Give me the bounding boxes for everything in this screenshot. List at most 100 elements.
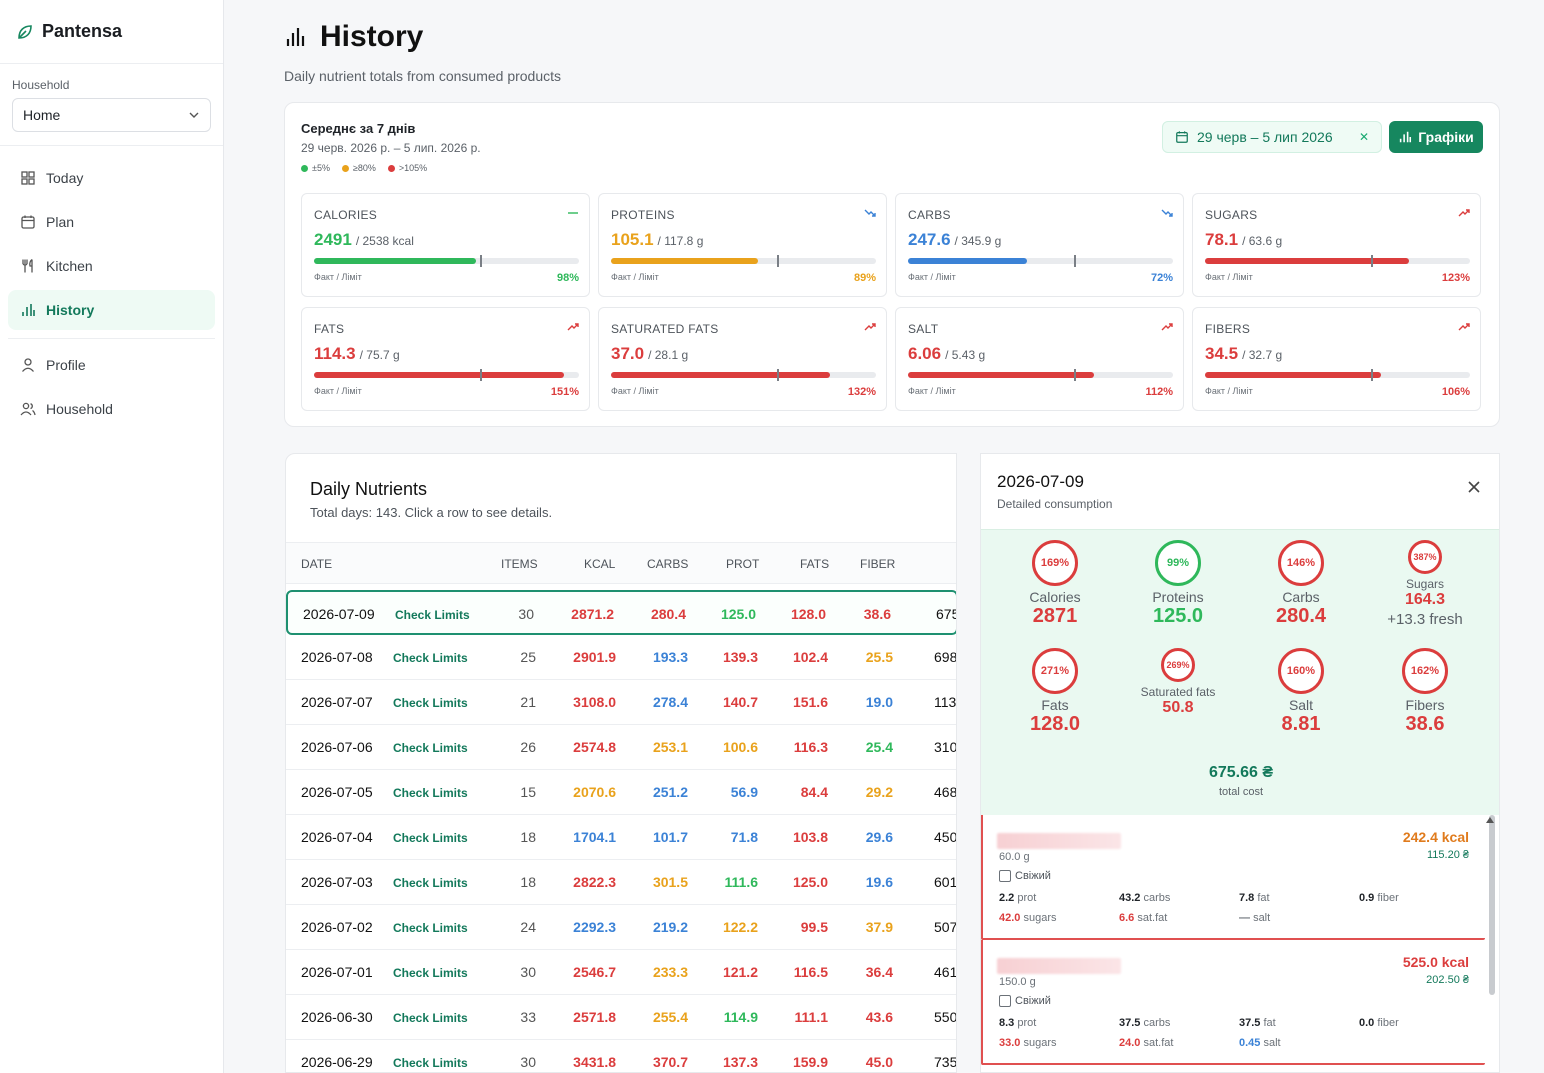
table-row[interactable]: 2026-07-06 Check Limits 26 2574.8 253.1 100.6… xyxy=(286,725,957,770)
nutrient-card-fats[interactable]: FATS 114.3/ 75.7 g Факт / Ліміт 151% xyxy=(301,307,590,411)
cell-cost: 507 xyxy=(934,919,957,935)
check-limits-link[interactable]: Check Limits xyxy=(393,876,468,890)
items-scrollbar[interactable] xyxy=(1489,815,1495,995)
item-name-redacted xyxy=(997,958,1121,974)
app-name: Pantensa xyxy=(42,21,123,41)
cell-date: 2026-07-03 xyxy=(301,874,373,890)
table-row[interactable]: 2026-07-09 Check Limits 30 2871.2 280.4 125.0… xyxy=(286,590,956,635)
check-limits-link[interactable]: Check Limits xyxy=(393,966,468,980)
brand[interactable]: Pantensa xyxy=(0,0,223,64)
cell-cost: 461 xyxy=(934,964,957,980)
detail-subtitle: Detailed consumption xyxy=(997,497,1113,511)
nav-household[interactable]: Household xyxy=(8,389,215,429)
table-row[interactable]: 2026-06-29 Check Limits 30 3431.8 370.7 137.3… xyxy=(286,1040,956,1072)
table-row[interactable]: 2026-07-08 Check Limits 25 2901.9 193.3 139.3… xyxy=(286,635,956,680)
ring-proteins: 99% Proteins 125.0 xyxy=(1116,540,1240,628)
item-kcal: 525.0 kcal xyxy=(1402,954,1469,970)
summary-legend: ±5% ≥80% >105% xyxy=(301,163,427,173)
bar-chart-icon xyxy=(284,25,308,49)
cell-kcal: 3108.0 xyxy=(573,694,616,710)
check-limits-link[interactable]: Check Limits xyxy=(393,786,468,800)
table-row[interactable]: 2026-07-04 Check Limits 18 1704.1 101.7 71.8 1… xyxy=(286,815,956,860)
check-limits-link[interactable]: Check Limits xyxy=(393,921,468,935)
table-row[interactable]: 2026-07-07 Check Limits 21 3108.0 278.4 140.7… xyxy=(286,680,956,725)
limit-marker xyxy=(1073,255,1076,267)
ring-value: 164.3 xyxy=(1404,591,1446,608)
cell-kcal: 2070.6 xyxy=(573,784,616,800)
nutrient-card-calories[interactable]: CALORIES 2491/ 2538 kcal Факт / Ліміт 98% xyxy=(301,193,590,297)
col-carbs[interactable]: CARBS xyxy=(647,557,689,571)
household-select[interactable]: Home xyxy=(12,98,211,132)
ring-sugars: 387% Sugars 164.3 +13.3 fresh xyxy=(1363,540,1487,628)
col-fiber[interactable]: FIBER xyxy=(860,557,896,571)
close-icon[interactable] xyxy=(1467,480,1481,494)
cell-items: 30 xyxy=(518,606,534,622)
check-limits-link[interactable]: Check Limits xyxy=(393,1011,468,1025)
date-range-filter[interactable]: 29 черв – 5 лип 2026 ✕ xyxy=(1162,121,1382,153)
check-limits-link[interactable]: Check Limits xyxy=(393,741,468,755)
check-limits-link[interactable]: Check Limits xyxy=(393,1056,468,1070)
progress-bar xyxy=(314,369,579,381)
legend-item-red: >105% xyxy=(387,163,427,173)
consumed-item[interactable]: 60.0 g 242.4 kcal 115.20 ₴ Свіжий 2.2 prot 43… xyxy=(981,815,1485,940)
nav-today[interactable]: Today xyxy=(8,158,215,198)
nutrient-card-saturated-fats[interactable]: SATURATED FATS 37.0/ 28.1 g Факт / Ліміт 13… xyxy=(598,307,887,411)
grid-icon xyxy=(20,170,36,186)
cell-date: 2026-07-06 xyxy=(301,739,373,755)
fresh-checkbox[interactable]: Свіжий xyxy=(999,870,1051,882)
col-fats[interactable]: FATS xyxy=(800,557,830,571)
nav-kitchen[interactable]: Kitchen xyxy=(8,246,215,286)
ring-name: Sugars xyxy=(1405,577,1445,591)
check-limits-link[interactable]: Check Limits xyxy=(393,651,468,665)
clear-date-icon[interactable]: ✕ xyxy=(1358,130,1369,144)
nutrient-cards: CALORIES 2491/ 2538 kcal Факт / Ліміт 98% PR… xyxy=(301,193,1481,411)
cell-fiber: 36.4 xyxy=(865,964,893,980)
col-prot[interactable]: PROT xyxy=(726,557,760,571)
col-kcal[interactable]: KCAL xyxy=(584,557,616,571)
card-name: SALT xyxy=(908,322,939,336)
nutrient-card-fibers[interactable]: FIBERS 34.5/ 32.7 g Факт / Ліміт 106% xyxy=(1192,307,1481,411)
nav-history[interactable]: History xyxy=(8,290,215,330)
cell-cost: 310 xyxy=(934,739,957,755)
cell-date: 2026-07-07 xyxy=(301,694,373,710)
cell-carbs: 280.4 xyxy=(650,606,686,622)
progress-bar xyxy=(611,369,876,381)
table-row[interactable]: 2026-07-02 Check Limits 24 2292.3 219.2 122.2… xyxy=(286,905,957,950)
scroll-up-icon[interactable] xyxy=(1486,817,1494,823)
fresh-checkbox[interactable]: Свіжий xyxy=(999,995,1051,1007)
daily-nutrients-panel: Daily Nutrients Total days: 143. Click a… xyxy=(285,453,957,1073)
check-limits-link[interactable]: Check Limits xyxy=(393,831,468,845)
nutrient-card-salt[interactable]: SALT 6.06/ 5.43 g Факт / Ліміт 112% xyxy=(895,307,1184,411)
nutrient-card-sugars[interactable]: SUGARS 78.1/ 63.6 g Факт / Ліміт 123% xyxy=(1192,193,1481,297)
cell-items: 26 xyxy=(520,739,536,755)
charts-button[interactable]: Графіки xyxy=(1389,121,1483,153)
fact-limit-label: Факт / Ліміт xyxy=(908,386,956,396)
ring-saturated-fats: 269% Saturated fats 50.8 xyxy=(1116,648,1240,717)
col-items[interactable]: ITEMS xyxy=(501,557,538,571)
ring-name: Fibers xyxy=(1405,697,1445,713)
cell-cost: 675 xyxy=(936,606,956,622)
table-row[interactable]: 2026-07-01 Check Limits 30 2546.7 233.3 121.2… xyxy=(286,950,957,995)
nav-plan[interactable]: Plan xyxy=(8,202,215,242)
table-row[interactable]: 2026-07-03 Check Limits 18 2822.3 301.5 111.6… xyxy=(286,860,956,905)
item-fiber: 0.0 fiber xyxy=(1359,1017,1399,1029)
nav-household-label: Household xyxy=(46,401,113,417)
leaf-logo-icon xyxy=(16,23,34,41)
progress-fill xyxy=(1205,258,1409,264)
col-date[interactable]: DATE xyxy=(301,557,333,571)
cell-date: 2026-07-04 xyxy=(301,829,373,845)
trend-down-icon xyxy=(864,208,876,218)
check-limits-link[interactable]: Check Limits xyxy=(393,696,468,710)
table-row[interactable]: 2026-07-05 Check Limits 15 2070.6 251.2 56.9 8… xyxy=(286,770,956,815)
nutrient-card-carbs[interactable]: CARBS 247.6/ 345.9 g Факт / Ліміт 72% xyxy=(895,193,1184,297)
cell-fats: 84.4 xyxy=(800,784,828,800)
trend-up-icon xyxy=(1161,322,1173,332)
card-percent: 151% xyxy=(550,386,579,398)
check-limits-link[interactable]: Check Limits xyxy=(395,608,470,622)
bar-chart-icon xyxy=(1398,130,1412,144)
ring-carbs: 146% Carbs 280.4 xyxy=(1239,540,1363,628)
nutrient-card-proteins[interactable]: PROTEINS 105.1/ 117.8 g Факт / Ліміт 89% xyxy=(598,193,887,297)
nav-profile[interactable]: Profile xyxy=(8,345,215,385)
consumed-item[interactable]: 150.0 g 525.0 kcal 202.50 ₴ Свіжий 8.3 prot 3… xyxy=(981,940,1485,1065)
table-row[interactable]: 2026-06-30 Check Limits 33 2571.8 255.4 114.9… xyxy=(286,995,956,1040)
